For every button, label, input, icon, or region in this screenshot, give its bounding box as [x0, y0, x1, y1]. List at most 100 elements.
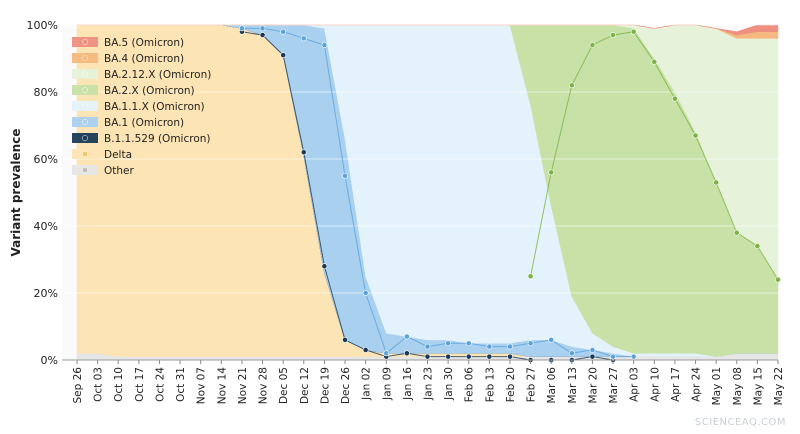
legend-label: Delta: [104, 149, 132, 161]
data-point: [486, 343, 493, 350]
x-tick-label: Oct 31: [175, 367, 187, 402]
x-tick-label: Feb 06: [464, 367, 476, 403]
data-point: [507, 343, 513, 350]
data-point: [507, 353, 513, 360]
data-point: [280, 28, 287, 35]
legend-marker: [82, 103, 88, 109]
y-tick-label: 60%: [34, 153, 58, 166]
x-tick-label: Nov 21: [237, 367, 249, 404]
legend-label: BA.4 (Omicron): [104, 53, 184, 65]
data-point: [548, 336, 555, 343]
data-point: [548, 169, 555, 176]
data-point: [610, 32, 616, 38]
data-point: [321, 263, 328, 270]
data-point: [424, 353, 431, 360]
data-point: [568, 82, 575, 89]
data-point: [754, 243, 761, 249]
x-tick-label: Feb 27: [526, 367, 538, 402]
data-point: [342, 172, 348, 179]
x-tick-label: May 15: [752, 367, 764, 405]
data-point: [589, 353, 596, 360]
data-point: [630, 28, 637, 35]
data-point: [383, 350, 390, 357]
data-point: [445, 353, 452, 360]
x-tick-label: Nov 14: [216, 367, 228, 405]
legend-label: BA.1 (Omicron): [104, 117, 184, 129]
data-point: [362, 347, 369, 353]
x-tick-label: Apr 24: [691, 367, 703, 402]
data-point: [589, 347, 596, 353]
legend-label: BA.1.1.X (Omicron): [104, 101, 205, 113]
x-tick-label: Oct 10: [113, 367, 125, 402]
x-tick-label: Apr 10: [649, 367, 661, 402]
x-tick-label: Dec 19: [319, 367, 331, 404]
y-tick-label: 100%: [27, 19, 58, 32]
y-tick-label: 0%: [41, 354, 58, 367]
y-axis-title: Variant prevalence: [9, 129, 23, 257]
x-tick-label: Jan 16: [402, 367, 414, 401]
legend-label: BA.2.X (Omicron): [104, 85, 195, 97]
x-tick-label: Feb 13: [484, 367, 496, 402]
legend-label: B.1.1.529 (Omicron): [104, 133, 211, 145]
data-point: [321, 42, 328, 48]
x-tick-label: Mar 06: [546, 367, 558, 404]
data-point: [775, 276, 781, 283]
data-point: [672, 95, 678, 102]
data-point: [300, 35, 307, 42]
legend-marker: [82, 151, 88, 157]
x-tick-label: Jan 09: [381, 367, 393, 401]
data-point: [692, 132, 699, 139]
x-tick-label: May 22: [773, 367, 785, 405]
x-tick-label: Nov 28: [258, 367, 270, 404]
legend-label: Other: [104, 165, 134, 177]
data-point: [445, 340, 452, 347]
legend-marker: [82, 87, 88, 93]
data-point: [403, 333, 410, 340]
data-point: [713, 179, 720, 186]
x-tick-label: Mar 20: [587, 367, 599, 404]
y-tick-label: 20%: [34, 287, 58, 300]
x-tick-label: May 08: [732, 367, 744, 405]
data-point: [280, 52, 287, 59]
x-tick-label: May 01: [711, 367, 723, 405]
x-tick-label: Mar 27: [608, 367, 620, 404]
x-tick-label: Sep 26: [72, 367, 84, 404]
data-point: [239, 25, 245, 32]
y-tick-label: 80%: [34, 86, 58, 99]
legend-marker: [82, 119, 88, 125]
legend-marker: [82, 55, 88, 61]
legend-label: BA.2.12.X (Omicron): [104, 69, 211, 81]
watermark: SCIENCEAQ.COM: [694, 417, 786, 428]
x-tick-label: Oct 24: [154, 367, 166, 402]
data-point: [465, 353, 472, 360]
legend-marker: [82, 71, 88, 77]
legend-label: BA.5 (Omicron): [104, 37, 184, 49]
data-point: [259, 25, 266, 32]
data-point: [568, 350, 575, 357]
legend-marker: [82, 135, 88, 141]
x-tick-label: Jan 02: [361, 367, 373, 401]
x-tick-label: Feb 20: [505, 367, 517, 402]
x-tick-label: Jan 23: [423, 367, 435, 401]
x-tick-label: Dec 12: [299, 367, 311, 404]
data-point: [362, 290, 369, 296]
data-point: [342, 336, 348, 343]
marker-line-1: [241, 27, 634, 358]
data-point: [651, 58, 658, 65]
data-point: [424, 343, 431, 350]
x-tick-label: Apr 03: [629, 367, 641, 402]
x-tick-label: Oct 17: [134, 367, 146, 402]
legend-marker: [82, 167, 88, 173]
x-tick-label: Oct 03: [93, 367, 105, 402]
x-tick-label: Dec 26: [340, 367, 352, 404]
data-point: [300, 149, 307, 156]
data-point: [486, 353, 493, 360]
data-point: [527, 273, 534, 280]
data-point: [733, 229, 740, 236]
data-point: [589, 42, 596, 48]
data-point: [527, 340, 534, 347]
x-tick-label: Mar 13: [567, 367, 579, 404]
data-point: [630, 353, 637, 360]
x-tick-label: Nov 07: [196, 367, 208, 404]
